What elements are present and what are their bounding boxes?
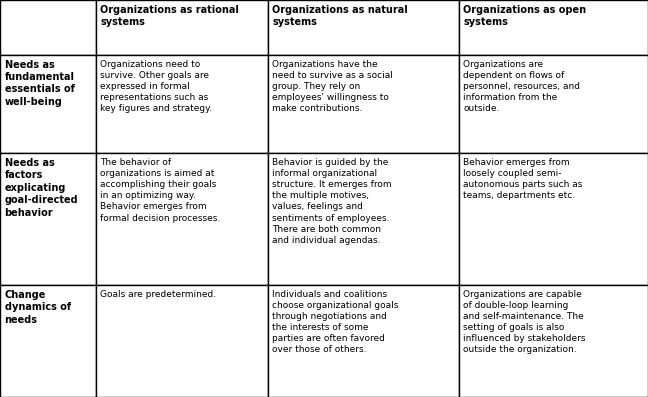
Bar	[0, 153, 96, 285]
Text: Behavior is guided by the
informal organizational
structure. It emerges from
the: Behavior is guided by the informal organ…	[272, 158, 392, 245]
Bar	[96, 55, 268, 153]
Bar	[268, 0, 459, 55]
Bar	[459, 0, 648, 55]
Bar	[96, 285, 268, 397]
Text: Change
dynamics of
needs: Change dynamics of needs	[5, 290, 71, 325]
Text: Organizations need to
survive. Other goals are
expressed in formal
representatio: Organizations need to survive. Other goa…	[100, 60, 213, 113]
Bar	[96, 153, 268, 285]
Text: Organizations as rational
systems: Organizations as rational systems	[100, 5, 239, 27]
Bar	[268, 285, 459, 397]
Text: Individuals and coalitions
choose organizational goals
through negotiations and
: Individuals and coalitions choose organi…	[272, 290, 399, 354]
Text: Behavior emerges from
loosely coupled semi-
autonomous parts such as
teams, depa: Behavior emerges from loosely coupled se…	[463, 158, 583, 200]
Bar	[459, 55, 648, 153]
Text: Organizations are
dependent on flows of
personnel, resources, and
information fr: Organizations are dependent on flows of …	[463, 60, 581, 113]
Bar	[0, 55, 96, 153]
Text: The behavior of
organizations is aimed at
accomplishing their goals
in an optimi: The behavior of organizations is aimed a…	[100, 158, 221, 222]
Text: Goals are predetermined.: Goals are predetermined.	[100, 290, 216, 299]
Bar	[0, 285, 96, 397]
Text: Needs as
factors
explicating
goal-directed
behavior: Needs as factors explicating goal-direct…	[5, 158, 78, 218]
Text: Organizations are capable
of double-loop learning
and self-maintenance. The
sett: Organizations are capable of double-loop…	[463, 290, 586, 354]
Text: Needs as
fundamental
essentials of
well-being: Needs as fundamental essentials of well-…	[5, 60, 75, 107]
Bar	[268, 153, 459, 285]
Bar	[0, 0, 96, 55]
Text: Organizations have the
need to survive as a social
group. They rely on
employees: Organizations have the need to survive a…	[272, 60, 393, 113]
Text: Organizations as natural
systems: Organizations as natural systems	[272, 5, 408, 27]
Bar	[268, 55, 459, 153]
Bar	[459, 285, 648, 397]
Text: Organizations as open
systems: Organizations as open systems	[463, 5, 586, 27]
Bar	[459, 153, 648, 285]
Bar	[96, 0, 268, 55]
